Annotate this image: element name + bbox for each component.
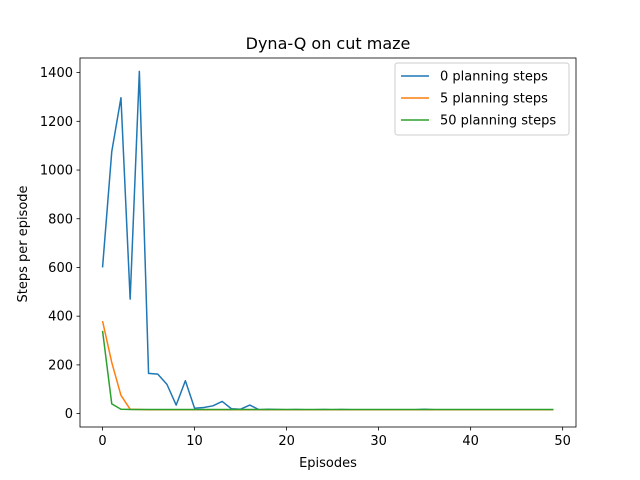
x-axis-label: Episodes	[299, 456, 357, 471]
x-axis-ticks: 0 10 20 30 40 50	[98, 427, 571, 449]
legend-label: 50 planning steps	[440, 114, 556, 129]
y-tick-label: 1200	[40, 115, 73, 130]
legend-box	[394, 62, 570, 136]
y-axis-label: Steps per episode	[16, 185, 31, 302]
y-tick-label: 800	[48, 212, 73, 227]
y-tick-label: 1400	[40, 66, 73, 81]
y-tick-label: 600	[48, 261, 73, 276]
legend-label: 0 planning steps	[440, 70, 548, 85]
y-tick-label: 200	[48, 358, 73, 373]
series-line-2	[101, 330, 554, 411]
x-tick-label: 50	[554, 434, 571, 449]
x-tick-label: 10	[186, 434, 203, 449]
x-tick-label: 0	[98, 434, 106, 449]
chart-title: Dyna-Q on cut maze	[246, 34, 411, 53]
x-tick-label: 30	[370, 434, 387, 449]
x-tick-label: 40	[462, 434, 479, 449]
plot-lines	[101, 70, 554, 411]
y-axis-ticks: 0 200 400 600 800 1000 1200 1400	[40, 66, 80, 422]
axes-frame	[79, 57, 577, 428]
y-tick-label: 400	[48, 310, 73, 325]
axes-border	[79, 57, 577, 428]
legend: 0 planning steps 5 planning steps 50 plann…	[394, 62, 570, 136]
x-tick-label: 20	[278, 434, 295, 449]
y-tick-label: 1000	[40, 164, 73, 179]
legend-label: 5 planning steps	[440, 92, 548, 107]
y-tick-label: 0	[65, 407, 73, 422]
